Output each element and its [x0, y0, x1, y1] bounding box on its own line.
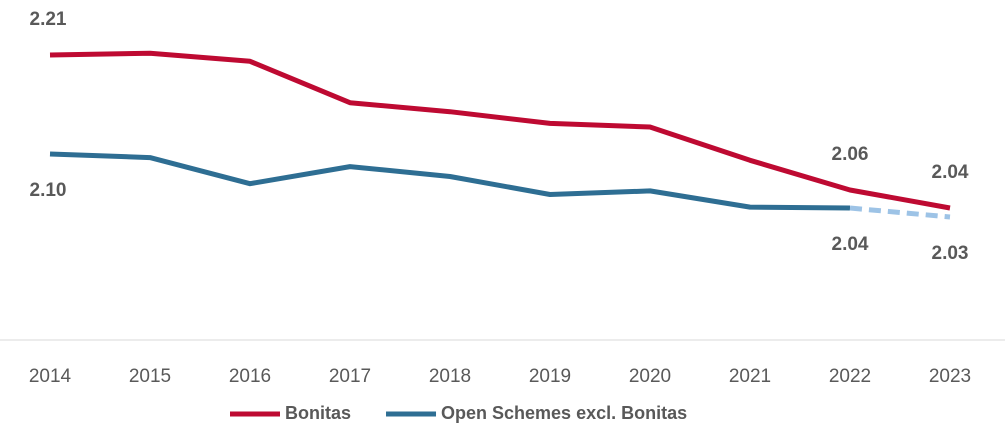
data-label: 2.10: [30, 180, 67, 201]
x-tick-label: 2020: [629, 366, 671, 387]
data-label: 2.21: [30, 9, 67, 30]
x-tick-label: 2016: [229, 366, 271, 387]
x-tick-label: 2017: [329, 366, 371, 387]
x-tick-label: 2023: [929, 366, 971, 387]
x-tick-label: 2019: [529, 366, 571, 387]
projected-line: [849, 205, 951, 220]
legend-label: Bonitas: [285, 403, 351, 423]
series-line: [49, 151, 851, 211]
data-label: 2.03: [932, 243, 969, 264]
x-tick-label: 2018: [429, 366, 471, 387]
legend-label: Open Schemes excl. Bonitas: [441, 403, 687, 423]
data-label: 2.04: [932, 162, 969, 183]
x-tick-label: 2021: [729, 366, 771, 387]
data-label: 2.04: [832, 234, 869, 255]
data-label: 2.06: [832, 144, 869, 165]
x-tick-label: 2014: [29, 366, 72, 387]
x-tick-label: 2022: [829, 366, 871, 387]
x-tick-label: 2015: [129, 366, 171, 387]
series-line: [49, 50, 951, 211]
